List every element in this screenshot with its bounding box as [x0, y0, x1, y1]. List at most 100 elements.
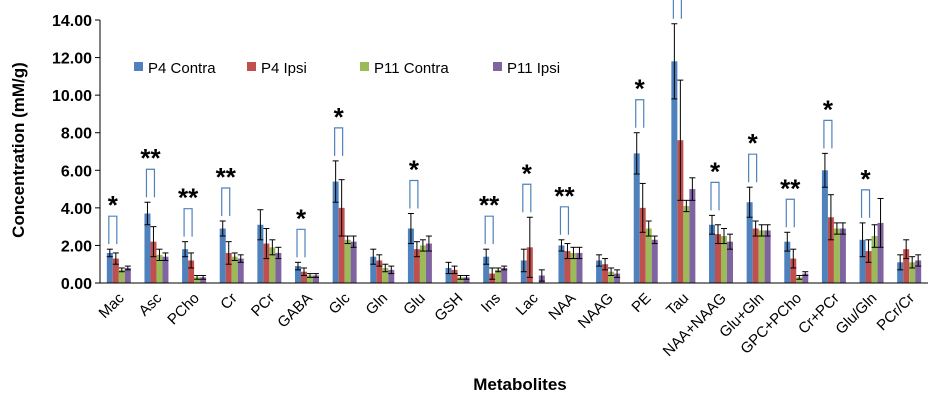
significance-bracket [860, 189, 871, 218]
y-tick-label: 14.00 [52, 13, 92, 30]
bar [859, 239, 866, 283]
significance-bracket [635, 99, 645, 128]
bar [915, 260, 922, 283]
x-tick-label: Lac [513, 289, 542, 318]
bar [445, 267, 452, 283]
bar [307, 275, 313, 283]
bar [225, 252, 232, 283]
bar [150, 241, 157, 283]
y-tick-label: 8.00 [61, 126, 92, 143]
error-bars [106, 23, 922, 282]
bar [263, 243, 270, 283]
significance-stars: * [522, 158, 533, 188]
significance-bracket [108, 215, 118, 245]
bar [903, 249, 910, 283]
bar [865, 251, 872, 283]
bar [721, 236, 727, 283]
y-tick-label: 0.00 [61, 276, 92, 293]
bar [124, 267, 131, 283]
x-tick-label: PCr [248, 290, 278, 320]
significance-stars: ** [479, 190, 500, 220]
significance-bracket [296, 228, 306, 258]
x-tick-label: Mac [96, 289, 128, 321]
y-tick-label: 2.00 [61, 238, 92, 255]
significance-annotations: *********************** [108, 0, 871, 258]
significance-bracket [145, 168, 156, 198]
y-tick-label: 6.00 [61, 163, 92, 180]
bar [144, 213, 151, 283]
significance-stars: ** [140, 143, 161, 173]
bar [871, 236, 878, 283]
significance-stars: * [108, 190, 119, 220]
bar [501, 267, 508, 283]
bar [275, 252, 282, 283]
bar [827, 217, 834, 283]
bar [909, 262, 916, 283]
bar [833, 228, 840, 283]
significance-bracket [710, 181, 720, 211]
significance-stars: * [823, 94, 834, 124]
significance-bracket [183, 208, 193, 237]
bar [332, 181, 339, 283]
legend-swatch [493, 62, 502, 71]
bar [790, 258, 797, 283]
bar [677, 140, 684, 283]
x-tick-label: GABA [274, 290, 315, 331]
legend-swatch [360, 62, 369, 71]
y-tick-label: 12.00 [52, 51, 92, 68]
significance-bracket [221, 187, 231, 217]
x-tick-label: Glu [400, 290, 429, 319]
bar [382, 267, 389, 283]
legend-swatch [134, 62, 143, 71]
bar [338, 207, 345, 283]
bar [576, 252, 583, 283]
bar [231, 256, 238, 283]
bar [796, 277, 803, 283]
bar [295, 266, 301, 283]
x-tick-label: Glc [326, 289, 354, 317]
bar [370, 256, 377, 283]
bar [376, 260, 383, 283]
significance-stars: * [334, 102, 345, 132]
x-tick-label: Tau [663, 290, 692, 319]
bar [156, 254, 163, 283]
bar [570, 252, 577, 283]
significance-stars: * [296, 203, 307, 233]
bar [118, 269, 125, 283]
bar [764, 230, 771, 283]
x-tick-label: PE [628, 290, 654, 316]
bar [671, 61, 678, 284]
significance-bracket [559, 206, 570, 235]
bar [802, 273, 809, 283]
significance-stars: * [748, 128, 759, 158]
bar [457, 277, 464, 283]
significance-bracket [409, 179, 419, 209]
bar [897, 262, 904, 283]
significance-bracket [785, 198, 795, 228]
significance-bracket [484, 215, 494, 245]
bar [237, 258, 244, 283]
bar [219, 228, 226, 283]
bar [689, 189, 696, 283]
significance-stars: * [635, 74, 646, 104]
x-tick-label: Gln [363, 290, 392, 319]
bar [715, 234, 721, 283]
significance-bracket [672, 0, 682, 19]
legend-swatch [247, 62, 256, 71]
bar [602, 264, 609, 283]
significance-stars: * [860, 164, 871, 194]
bar [413, 249, 420, 283]
y-tick-label: 10.00 [52, 88, 92, 105]
x-axis-title: Metabolites [473, 375, 567, 392]
bar [388, 269, 395, 283]
x-tick-label: GSH [431, 290, 466, 325]
bar [758, 230, 765, 283]
significance-stars: ** [178, 183, 199, 213]
significance-bracket [823, 119, 833, 149]
x-tick-label: Asc [136, 289, 166, 319]
significance-stars: ** [780, 173, 801, 203]
bar [784, 241, 791, 283]
significance-bracket [334, 127, 344, 156]
